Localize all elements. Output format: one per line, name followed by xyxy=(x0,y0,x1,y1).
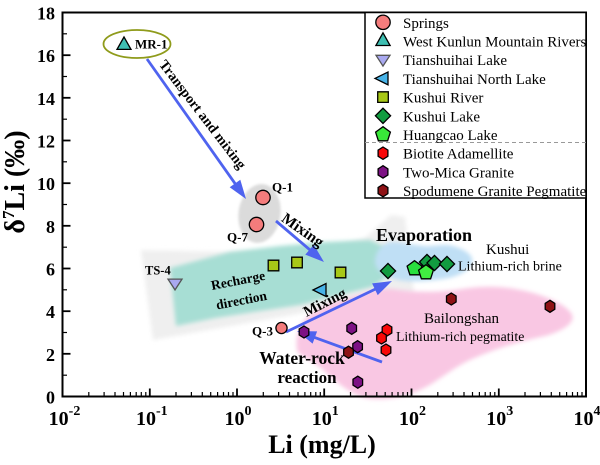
svg-text:Spodumene Granite Pegmatite: Spodumene Granite Pegmatite xyxy=(403,184,587,200)
svg-text:Water-rock: Water-rock xyxy=(259,348,345,368)
svg-text:10: 10 xyxy=(37,174,55,194)
svg-text:Evaporation: Evaporation xyxy=(376,225,472,245)
svg-text:TS-4: TS-4 xyxy=(145,264,171,278)
svg-text:4: 4 xyxy=(46,302,55,322)
svg-text:Tianshuihai Lake: Tianshuihai Lake xyxy=(403,53,507,69)
svg-text:Q-7: Q-7 xyxy=(227,230,248,245)
svg-text:12: 12 xyxy=(37,132,55,152)
svg-text:West Kunlun Mountain Rivers: West Kunlun Mountain Rivers xyxy=(403,35,587,51)
svg-text:Springs: Springs xyxy=(403,16,449,32)
svg-text:Q-3: Q-3 xyxy=(252,324,273,339)
svg-text:Lithium-rich brine: Lithium-rich brine xyxy=(458,260,562,275)
svg-text:Lithium-rich pegmatite: Lithium-rich pegmatite xyxy=(396,329,524,344)
svg-text:Kushui Lake: Kushui Lake xyxy=(403,109,480,125)
svg-text:14: 14 xyxy=(37,89,55,109)
svg-text:Two-Mica Granite: Two-Mica Granite xyxy=(403,165,514,181)
svg-text:Q-1: Q-1 xyxy=(272,180,293,195)
svg-text:reaction: reaction xyxy=(277,368,337,387)
svg-text:MR-1: MR-1 xyxy=(135,37,168,52)
svg-text:2: 2 xyxy=(46,345,55,365)
svg-text:18: 18 xyxy=(37,4,55,24)
svg-text:Bailongshan: Bailongshan xyxy=(424,311,499,327)
svg-text:16: 16 xyxy=(37,46,55,66)
svg-text:Huangcao Lake: Huangcao Lake xyxy=(403,128,498,144)
svg-text:Kushui: Kushui xyxy=(486,242,529,258)
svg-text:Kushui River: Kushui River xyxy=(403,91,483,107)
svg-text:Biotite Adamellite: Biotite Adamellite xyxy=(403,147,514,163)
svg-text:Li (mg/L): Li (mg/L) xyxy=(268,430,376,459)
svg-text:8: 8 xyxy=(46,217,55,237)
svg-text:0: 0 xyxy=(46,388,55,408)
svg-text:Tianshuihai North Lake: Tianshuihai North Lake xyxy=(403,72,546,88)
svg-text:6: 6 xyxy=(46,260,55,280)
